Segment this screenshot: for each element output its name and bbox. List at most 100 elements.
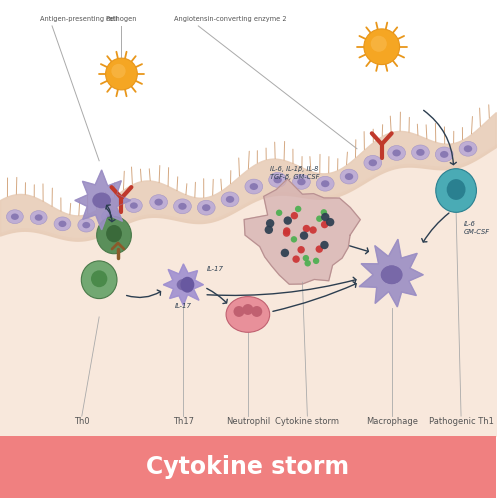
Ellipse shape [268,172,286,188]
Circle shape [283,228,290,234]
Circle shape [370,36,387,52]
Text: Cytokine storm: Cytokine storm [276,416,340,426]
Text: Pathogenic Th1: Pathogenic Th1 [428,416,494,426]
Ellipse shape [368,160,377,166]
Text: IL-17: IL-17 [175,302,192,308]
Text: IL-6
GM-CSF: IL-6 GM-CSF [464,220,489,234]
Text: Pathogen: Pathogen [106,16,137,22]
Circle shape [298,246,305,254]
Ellipse shape [321,180,330,187]
Circle shape [234,306,244,317]
Circle shape [320,209,327,216]
Text: Th17: Th17 [173,416,194,426]
Ellipse shape [340,169,358,184]
Text: Macrophage: Macrophage [366,416,418,426]
Bar [0,436,496,498]
Ellipse shape [250,183,258,190]
Circle shape [313,258,320,264]
Ellipse shape [96,216,132,254]
Ellipse shape [91,270,108,287]
Circle shape [320,241,328,249]
Ellipse shape [154,198,163,205]
Circle shape [276,210,282,216]
Ellipse shape [440,151,448,158]
Circle shape [321,213,330,222]
Polygon shape [163,264,203,306]
Ellipse shape [106,225,122,242]
Circle shape [252,306,262,317]
Ellipse shape [198,200,215,215]
Text: Neutrophil: Neutrophil [226,416,270,426]
Ellipse shape [226,296,270,332]
Text: Antigen-presenting cell: Antigen-presenting cell [40,16,117,22]
Ellipse shape [130,202,138,209]
Ellipse shape [150,194,168,210]
Circle shape [302,225,310,232]
Text: Cytokine storm: Cytokine storm [146,455,350,479]
Ellipse shape [82,222,90,228]
Text: IL-6, IL-1β, IL-8
TGF-β, GM-CSF: IL-6, IL-1β, IL-8 TGF-β, GM-CSF [270,166,320,180]
Text: Angiotensin-converting enzyme 2: Angiotensin-converting enzyme 2 [174,16,286,22]
Ellipse shape [82,261,117,298]
Ellipse shape [345,173,353,180]
Circle shape [310,226,317,234]
Text: IL-17: IL-17 [207,266,224,272]
Ellipse shape [178,203,186,210]
Ellipse shape [446,179,466,200]
Ellipse shape [381,266,402,284]
Ellipse shape [126,198,142,212]
Ellipse shape [297,178,306,186]
Ellipse shape [436,168,476,212]
Ellipse shape [11,214,19,220]
Polygon shape [359,239,423,307]
Circle shape [264,226,273,234]
Circle shape [302,255,309,262]
Circle shape [106,58,138,90]
Circle shape [290,212,298,220]
Circle shape [300,232,308,240]
Circle shape [364,29,400,64]
Ellipse shape [34,214,42,221]
Circle shape [316,246,323,253]
Circle shape [304,260,311,266]
Ellipse shape [316,176,334,191]
Ellipse shape [58,220,66,227]
Circle shape [266,219,274,228]
Ellipse shape [245,179,263,194]
Circle shape [326,218,334,226]
Ellipse shape [30,210,47,224]
Ellipse shape [436,147,453,162]
Ellipse shape [464,146,472,152]
Circle shape [283,230,290,237]
Ellipse shape [412,145,430,160]
Ellipse shape [364,156,382,170]
Ellipse shape [106,214,114,220]
Ellipse shape [78,218,94,232]
Ellipse shape [292,174,310,190]
Ellipse shape [176,279,190,290]
Circle shape [242,304,254,315]
Ellipse shape [416,149,424,156]
Circle shape [290,236,297,242]
Ellipse shape [274,176,282,184]
Ellipse shape [174,199,192,214]
Ellipse shape [221,192,239,207]
Ellipse shape [92,192,111,208]
Bar [239,310,257,314]
Ellipse shape [202,204,210,211]
Bar [0,52,496,436]
Ellipse shape [380,266,402,284]
Ellipse shape [392,150,401,156]
Circle shape [316,216,322,222]
Circle shape [112,64,126,78]
Polygon shape [244,179,360,284]
Ellipse shape [6,210,24,224]
Circle shape [295,206,302,212]
Polygon shape [75,170,130,230]
Circle shape [280,248,289,257]
Circle shape [284,216,292,225]
Circle shape [321,221,328,228]
Ellipse shape [54,217,71,231]
Circle shape [292,256,300,263]
Ellipse shape [180,277,194,292]
